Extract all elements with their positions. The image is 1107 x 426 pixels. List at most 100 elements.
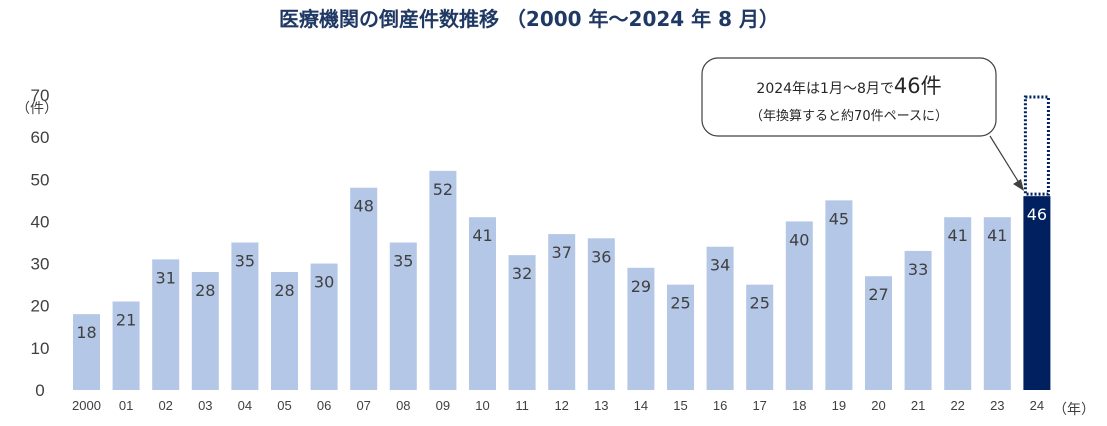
data-label-17: 25 [750,294,770,313]
bar-19 [825,200,853,390]
x-tick-label-24: 24 [1030,398,1044,413]
bar-06 [310,263,338,390]
x-tick-label-14: 14 [634,398,648,413]
bar-series [73,170,1051,390]
bar-16 [706,246,734,390]
x-tick-label-22: 22 [950,398,964,413]
y-tick-label-0: 0 [35,381,44,400]
data-label-21: 33 [908,260,928,279]
x-tick-label-02: 02 [158,398,172,413]
y-tick-label-20: 20 [31,297,50,316]
callout-pointer-arrowhead [1013,179,1024,191]
y-tick-label-10: 10 [31,339,50,358]
x-tick-label-18: 18 [792,398,806,413]
data-label-24: 46 [1027,205,1047,224]
data-label-06: 30 [314,273,334,292]
x-tick-label-20: 20 [871,398,885,413]
data-label-2000: 18 [76,323,96,342]
bar-02 [152,259,180,390]
data-label-11: 32 [512,264,532,283]
bar-24 [1023,196,1051,390]
x-tick-label-07: 07 [356,398,370,413]
y-tick-label-70: 70 [31,86,50,105]
x-tick-label-15: 15 [673,398,687,413]
callout-line1-prefix: 2024年は1月～8月で [756,81,893,97]
data-label-05: 28 [274,281,294,300]
data-label-03: 28 [195,281,215,300]
x-tick-label-08: 08 [396,398,410,413]
data-label-23: 41 [987,226,1007,245]
x-tick-label-03: 03 [198,398,212,413]
bar-11 [508,255,536,390]
data-label-19: 45 [829,209,849,228]
x-tick-label-11: 11 [515,398,529,413]
x-tick-label-13: 13 [594,398,608,413]
callout-line1: 2024年は1月～8月で46件 [756,74,941,98]
bar-09 [429,170,457,390]
y-tick-label-40: 40 [31,212,50,231]
data-labels: 18 21 31 28 35 28 30 48 35 52 41 32 37 36 29 25 34 25 40 45… [76,180,1047,342]
bar-07 [350,187,378,390]
bar-23 [983,217,1011,390]
bar-01 [112,301,140,390]
bar-20 [865,276,892,390]
data-label-14: 29 [631,277,651,296]
bar-08 [389,242,417,390]
callout-line2: （年換算すると約70件ペースに） [750,109,948,124]
y-axis-ticks: 0 10 20 30 40 50 60 70 [31,86,50,400]
x-tick-label-19: 19 [832,398,846,413]
bar-14 [627,267,655,390]
projection-outline [1023,95,1050,196]
x-tick-label-2000: 2000 [72,398,101,413]
data-label-01: 21 [116,311,136,330]
bar-21 [904,250,932,390]
bar-2000 [73,314,100,390]
bar-15 [667,284,694,390]
x-tick-label-12: 12 [554,398,568,413]
y-tick-label-30: 30 [31,255,50,274]
bar-04 [231,242,259,390]
bar-17 [746,284,774,390]
y-tick-label-60: 60 [31,128,50,147]
data-label-10: 41 [472,226,492,245]
data-label-12: 37 [552,243,572,262]
callout-box [701,57,997,137]
callout-line1-emphasis: 46件 [894,74,942,98]
x-tick-label-17: 17 [752,398,766,413]
bar-13 [587,238,615,390]
chart-title: 医療機関の倒産件数推移 （2000 年～2024 年 8 月） [279,7,779,31]
data-label-08: 35 [393,252,413,271]
x-tick-label-09: 09 [436,398,450,413]
x-tick-label-04: 04 [238,398,252,413]
bar-12 [548,234,576,390]
x-tick-label-23: 23 [990,398,1004,413]
bar-22 [944,217,972,390]
data-label-22: 41 [948,226,968,245]
bar-03 [191,272,219,390]
x-axis-tick-labels: 2000 01 02 03 04 05 06 07 08 09 10 11 12 13 14 15 16 17 18… [72,398,1044,413]
data-label-20: 27 [868,285,888,304]
data-label-09: 52 [433,180,453,199]
data-label-18: 40 [789,230,809,249]
x-tick-label-01: 01 [119,398,133,413]
x-tick-label-16: 16 [713,398,727,413]
x-tick-label-21: 21 [911,398,925,413]
data-label-16: 34 [710,256,730,275]
data-label-02: 31 [156,268,176,287]
callout: 2024年は1月～8月で46件 （年換算すると約70件ペースに） [701,57,1024,191]
x-tick-label-10: 10 [475,398,489,413]
x-axis-unit-label: （年） [1053,402,1095,418]
data-label-07: 48 [354,197,374,216]
data-label-15: 25 [670,294,690,313]
data-label-04: 35 [235,252,255,271]
data-label-13: 36 [591,247,611,266]
x-tick-label-05: 05 [277,398,291,413]
callout-pointer-line [989,135,1022,187]
y-axis-unit-label: （件） [16,101,58,117]
bar-18 [785,221,813,390]
bar-10 [469,217,496,390]
y-tick-label-50: 50 [31,170,50,189]
x-tick-label-06: 06 [317,398,331,413]
bar-05 [271,272,298,390]
